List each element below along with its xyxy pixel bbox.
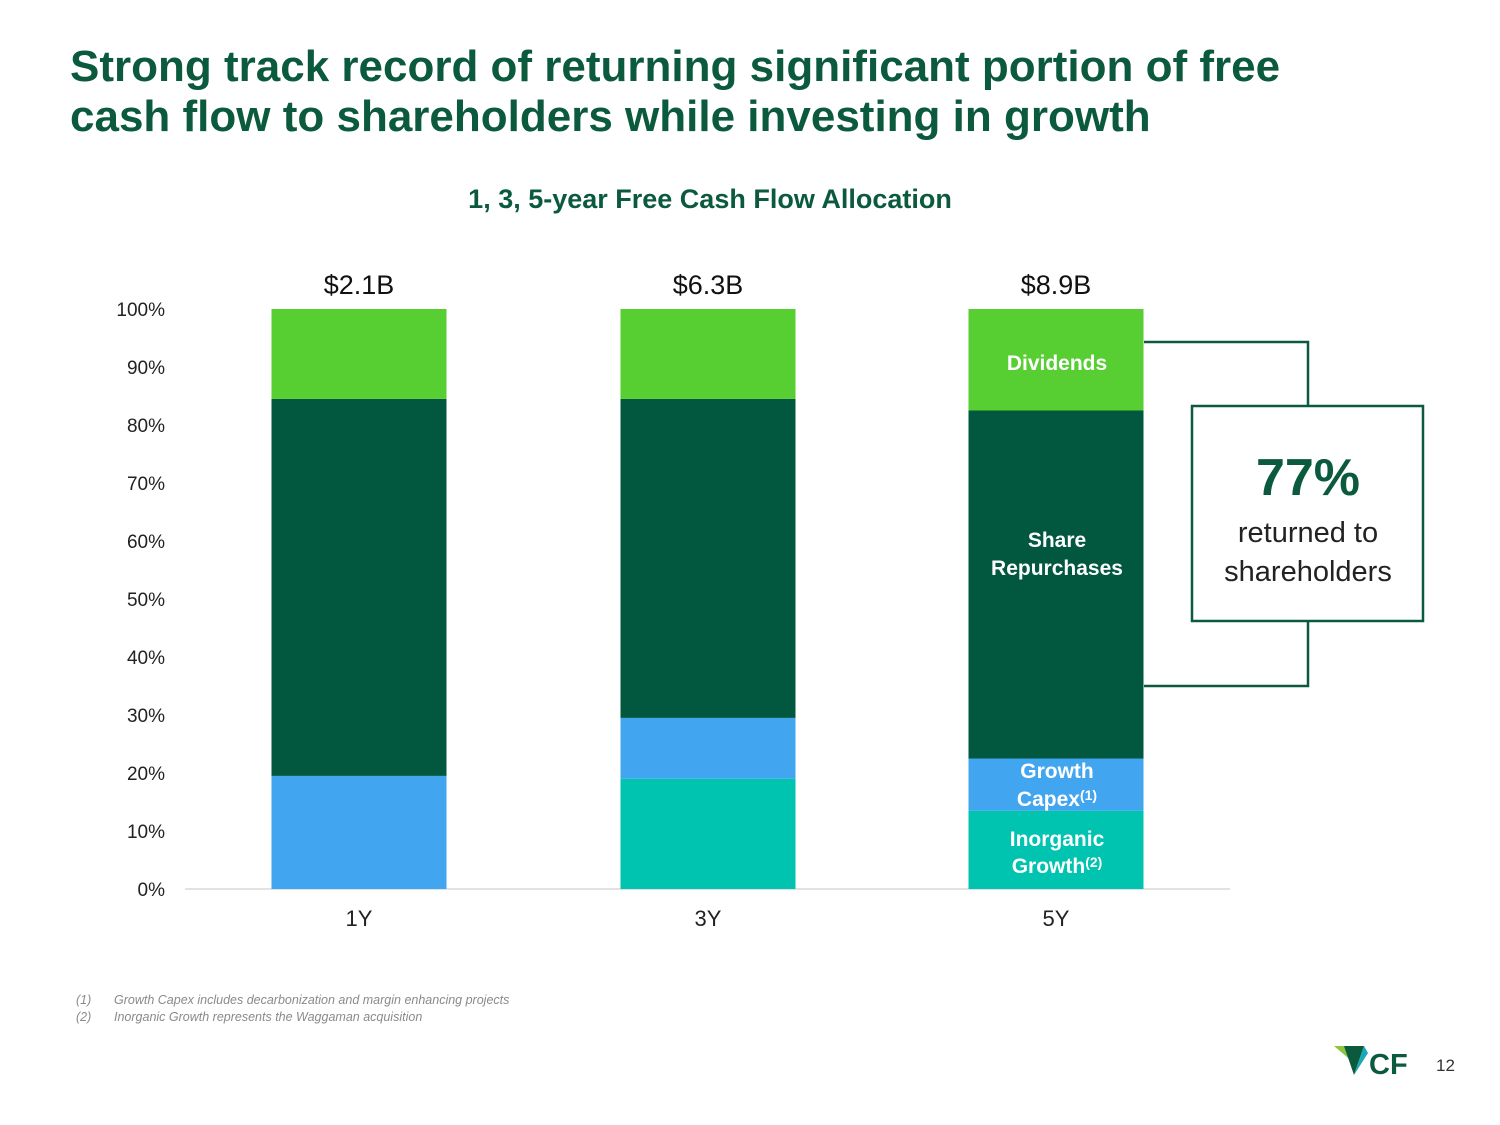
- label-growth-capex-note: (1): [1080, 787, 1097, 803]
- y-tick-label: 90%: [127, 358, 165, 379]
- bar-segment: [271, 309, 447, 399]
- logo-mark-dark: [1344, 1046, 1364, 1075]
- bar-segment: [968, 810, 1144, 889]
- slide-title: Strong track record of returning signifi…: [70, 42, 1450, 142]
- logo-mark-teal: [1354, 1046, 1368, 1075]
- footnotes: (1) Growth Capex includes decarbonizatio…: [76, 992, 509, 1026]
- y-tick-label: 0%: [138, 880, 166, 901]
- bar-segment: [271, 398, 447, 776]
- y-tick-label: 80%: [127, 416, 165, 437]
- footnote-1-number: (1): [76, 993, 92, 1007]
- bar-segment: [271, 775, 447, 889]
- cf-logo: CF: [1334, 1046, 1408, 1081]
- bar-segment: [968, 309, 1144, 411]
- bar-total-label: $6.3B: [673, 270, 744, 300]
- x-axis: 1Y 3Y 5Y: [346, 906, 1070, 931]
- y-tick-label: 30%: [127, 706, 165, 727]
- footnote-1-text: Growth Capex includes decarbonization an…: [114, 993, 510, 1007]
- label-share-repurchases-1: Share: [1028, 529, 1086, 552]
- label-growth-capex-2-text: Capex: [1017, 788, 1080, 811]
- y-axis: 0% 10% 20% 30% 40% 50% 60% 70% 80% 90% 100%: [116, 300, 165, 901]
- footnote-1: (1) Growth Capex includes decarbonizatio…: [76, 992, 509, 1009]
- callout-bracket: [1144, 340, 1310, 688]
- label-inorganic-note: (2): [1085, 854, 1102, 870]
- bar-total-label: $2.1B: [324, 270, 395, 300]
- logo-text: CF: [1369, 1049, 1408, 1081]
- bars: [271, 309, 1144, 889]
- footnote-2-number: (2): [76, 1010, 92, 1024]
- footnote-2-text: Inorganic Growth represents the Waggaman…: [114, 1010, 423, 1024]
- label-dividends: Dividends: [1007, 352, 1107, 375]
- label-inorganic-2: Growth(2): [1012, 854, 1103, 878]
- y-tick-label: 20%: [127, 764, 165, 785]
- bar-segment: [968, 758, 1144, 811]
- bar-segment: [620, 778, 796, 889]
- label-growth-capex-1: Growth: [1020, 760, 1094, 783]
- label-share-repurchases-2: Repurchases: [991, 557, 1123, 580]
- footnote-2: (2) Inorganic Growth represents the Wagg…: [76, 1009, 509, 1026]
- bar-totals: $2.1B $6.3B $8.9B: [324, 270, 1092, 300]
- slide-title-line-2: cash flow to shareholders while investin…: [70, 92, 1151, 141]
- y-tick-label: 60%: [127, 532, 165, 553]
- x-tick-label: 5Y: [1043, 906, 1070, 931]
- y-tick-label: 10%: [127, 822, 165, 843]
- x-tick-label: 3Y: [695, 906, 722, 931]
- bar-segment: [968, 410, 1144, 759]
- slide-title-line-1: Strong track record of returning signifi…: [70, 42, 1281, 91]
- bar-total-label: $8.9B: [1021, 270, 1092, 300]
- y-tick-label: 40%: [127, 648, 165, 669]
- bar-segment: [620, 717, 796, 779]
- callout-text-line-2: shareholders: [1224, 556, 1392, 588]
- x-tick-label: 1Y: [346, 906, 373, 931]
- segment-labels: Dividends Share Repurchases Growth Capex…: [991, 352, 1123, 878]
- chart-title: 1, 3, 5-year Free Cash Flow Allocation: [468, 184, 952, 214]
- bar-segment: [620, 398, 796, 718]
- label-inorganic-1: Inorganic: [1010, 828, 1105, 851]
- label-inorganic-2-text: Growth: [1012, 855, 1086, 878]
- y-tick-label: 50%: [127, 590, 165, 611]
- bar-segment: [620, 309, 796, 399]
- callout-text-line-1: returned to: [1238, 517, 1378, 549]
- y-tick-label: 100%: [116, 300, 165, 321]
- callout-box: [1190, 404, 1425, 623]
- y-tick-label: 70%: [127, 474, 165, 495]
- page-number: 12: [1436, 1056, 1455, 1075]
- label-growth-capex-2: Capex(1): [1017, 787, 1097, 811]
- callout-percentage: 77%: [1256, 449, 1360, 507]
